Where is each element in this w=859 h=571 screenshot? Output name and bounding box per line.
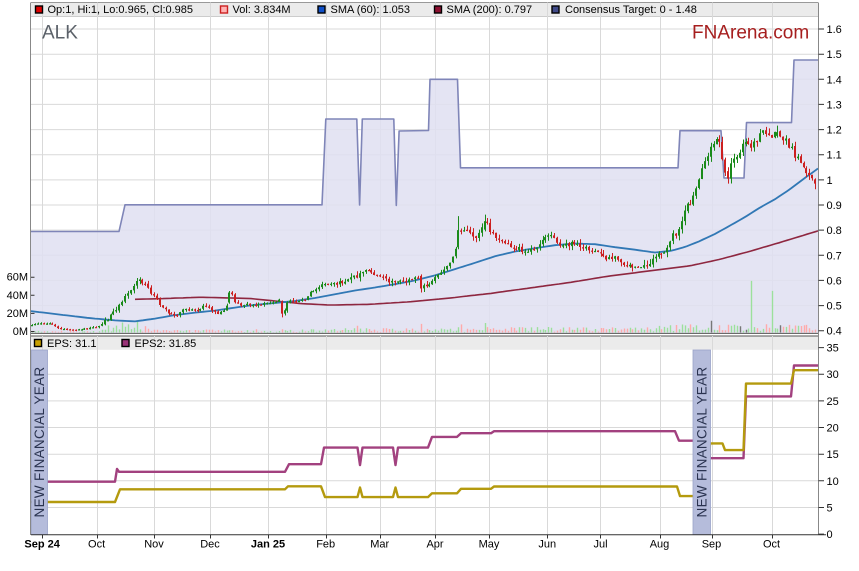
svg-text:20M: 20M bbox=[7, 308, 28, 320]
svg-text:Mar: Mar bbox=[370, 538, 389, 550]
svg-text:Vol: 3.834M: Vol: 3.834M bbox=[233, 4, 291, 16]
svg-text:EPS: 31.1: EPS: 31.1 bbox=[47, 338, 97, 350]
svg-text:35: 35 bbox=[827, 343, 839, 355]
svg-text:May: May bbox=[479, 538, 500, 550]
svg-text:1.3: 1.3 bbox=[827, 99, 842, 111]
svg-text:Nov: Nov bbox=[144, 538, 164, 550]
svg-text:0: 0 bbox=[827, 529, 833, 541]
svg-text:Jul: Jul bbox=[593, 538, 607, 550]
svg-text:Consensus Target: 0 - 1.48: Consensus Target: 0 - 1.48 bbox=[565, 4, 697, 16]
svg-text:40M: 40M bbox=[7, 290, 28, 302]
svg-text:Feb: Feb bbox=[316, 538, 335, 550]
svg-text:NEW FINANCIAL YEAR: NEW FINANCIAL YEAR bbox=[694, 367, 709, 518]
svg-text:Jun: Jun bbox=[538, 538, 556, 550]
svg-text:60M: 60M bbox=[7, 272, 28, 284]
svg-text:0M: 0M bbox=[13, 326, 28, 338]
svg-text:25: 25 bbox=[827, 396, 839, 408]
svg-text:Oct: Oct bbox=[763, 538, 780, 550]
svg-text:0.6: 0.6 bbox=[827, 275, 842, 287]
svg-text:Sep: Sep bbox=[702, 538, 722, 550]
svg-text:0.5: 0.5 bbox=[827, 301, 842, 313]
svg-text:SMA (200): 0.797: SMA (200): 0.797 bbox=[447, 4, 533, 16]
svg-text:1.5: 1.5 bbox=[827, 49, 842, 61]
svg-text:Sep 24: Sep 24 bbox=[24, 538, 60, 550]
svg-text:1.2: 1.2 bbox=[827, 125, 842, 137]
svg-text:Dec: Dec bbox=[200, 538, 220, 550]
svg-text:0.8: 0.8 bbox=[827, 225, 842, 237]
svg-text:1.1: 1.1 bbox=[827, 150, 842, 162]
svg-text:5: 5 bbox=[827, 503, 833, 515]
svg-text:1.4: 1.4 bbox=[827, 74, 842, 86]
svg-text:0.9: 0.9 bbox=[827, 200, 842, 212]
svg-text:Apr: Apr bbox=[426, 538, 443, 550]
svg-text:Oct: Oct bbox=[88, 538, 105, 550]
svg-text:1.6: 1.6 bbox=[827, 24, 842, 36]
svg-text:Op:1, Hi:1, Lo:0.965, Cl:0.985: Op:1, Hi:1, Lo:0.965, Cl:0.985 bbox=[48, 4, 194, 16]
svg-text:15: 15 bbox=[827, 449, 839, 461]
svg-text:SMA (60): 1.053: SMA (60): 1.053 bbox=[331, 4, 411, 16]
svg-text:0.4: 0.4 bbox=[827, 326, 842, 338]
svg-text:Aug: Aug bbox=[650, 538, 670, 550]
svg-text:FNArena.com: FNArena.com bbox=[692, 23, 809, 44]
svg-text:NEW FINANCIAL YEAR: NEW FINANCIAL YEAR bbox=[32, 367, 47, 518]
svg-text:ALK: ALK bbox=[42, 23, 78, 44]
svg-text:10: 10 bbox=[827, 476, 839, 488]
svg-text:1: 1 bbox=[827, 175, 833, 187]
svg-text:Jan 25: Jan 25 bbox=[251, 538, 285, 550]
svg-text:20: 20 bbox=[827, 423, 839, 435]
svg-text:30: 30 bbox=[827, 369, 839, 381]
svg-text:EPS2: 31.85: EPS2: 31.85 bbox=[135, 338, 197, 350]
svg-text:0.7: 0.7 bbox=[827, 250, 842, 262]
